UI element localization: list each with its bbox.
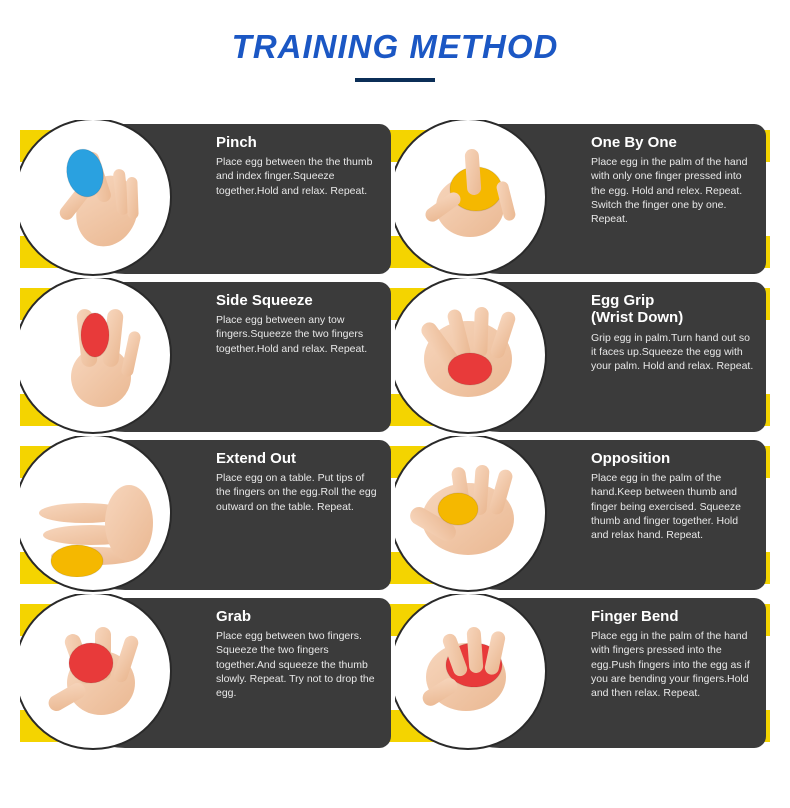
- exercise-cell: One By One Place egg in the palm of the h…: [395, 120, 770, 278]
- exercise-description: Place egg in the palm of the hand with f…: [591, 629, 756, 700]
- exercise-cell: Opposition Place egg in the palm of the h…: [395, 436, 770, 594]
- exercise-title: Pinch: [216, 134, 381, 151]
- exercise-cell: Egg Grip(Wrist Down) Grip egg in palm.Tur…: [395, 278, 770, 436]
- title-underline: [355, 78, 435, 82]
- exercise-cell: Side Squeeze Place egg between any tow fi…: [20, 278, 395, 436]
- exercise-text: One By One Place egg in the palm of the h…: [585, 124, 766, 274]
- exercise-description: Place egg in the palm of the hand.Keep b…: [591, 471, 756, 542]
- exercise-title: Extend Out: [216, 450, 381, 467]
- exercise-description: Place egg between any tow fingers.Squeez…: [216, 313, 381, 356]
- exercise-text: Side Squeeze Place egg between any tow fi…: [210, 282, 391, 432]
- exercise-text: Finger Bend Place egg in the palm of the …: [585, 598, 766, 748]
- infographic-frame: Pinch Place egg between the the thumb and…: [20, 120, 770, 752]
- header: TRAINING METHOD: [0, 0, 790, 102]
- exercise-title: One By One: [591, 134, 756, 151]
- exercise-description: Place egg between the the thumb and inde…: [216, 155, 381, 198]
- exercise-title: Side Squeeze: [216, 292, 381, 309]
- exercise-title: Finger Bend: [591, 608, 756, 625]
- exercise-title: Grab: [216, 608, 381, 625]
- exercise-text: Extend Out Place egg on a table. Put tips…: [210, 440, 391, 590]
- page-title: TRAINING METHOD: [0, 28, 790, 66]
- exercise-cell: Pinch Place egg between the the thumb and…: [20, 120, 395, 278]
- exercise-title: Egg Grip(Wrist Down): [591, 292, 756, 327]
- exercise-cell: Finger Bend Place egg in the palm of the …: [395, 594, 770, 752]
- exercise-description: Place egg between two fingers. Squeeze t…: [216, 629, 381, 700]
- exercise-title: Opposition: [591, 450, 756, 467]
- exercise-cell: Grab Place egg between two fingers. Squee…: [20, 594, 395, 752]
- exercise-description: Grip egg in palm.Turn hand out so it fac…: [591, 331, 756, 374]
- exercise-cell: Extend Out Place egg on a table. Put tips…: [20, 436, 395, 594]
- exercise-description: Place egg in the palm of the hand with o…: [591, 155, 756, 226]
- exercise-description: Place egg on a table. Put tips of the fi…: [216, 471, 381, 514]
- exercise-text: Egg Grip(Wrist Down) Grip egg in palm.Tur…: [585, 282, 766, 432]
- exercise-text: Pinch Place egg between the the thumb and…: [210, 124, 391, 274]
- exercise-grid: Pinch Place egg between the the thumb and…: [20, 120, 770, 752]
- exercise-text: Opposition Place egg in the palm of the h…: [585, 440, 766, 590]
- exercise-text: Grab Place egg between two fingers. Squee…: [210, 598, 391, 748]
